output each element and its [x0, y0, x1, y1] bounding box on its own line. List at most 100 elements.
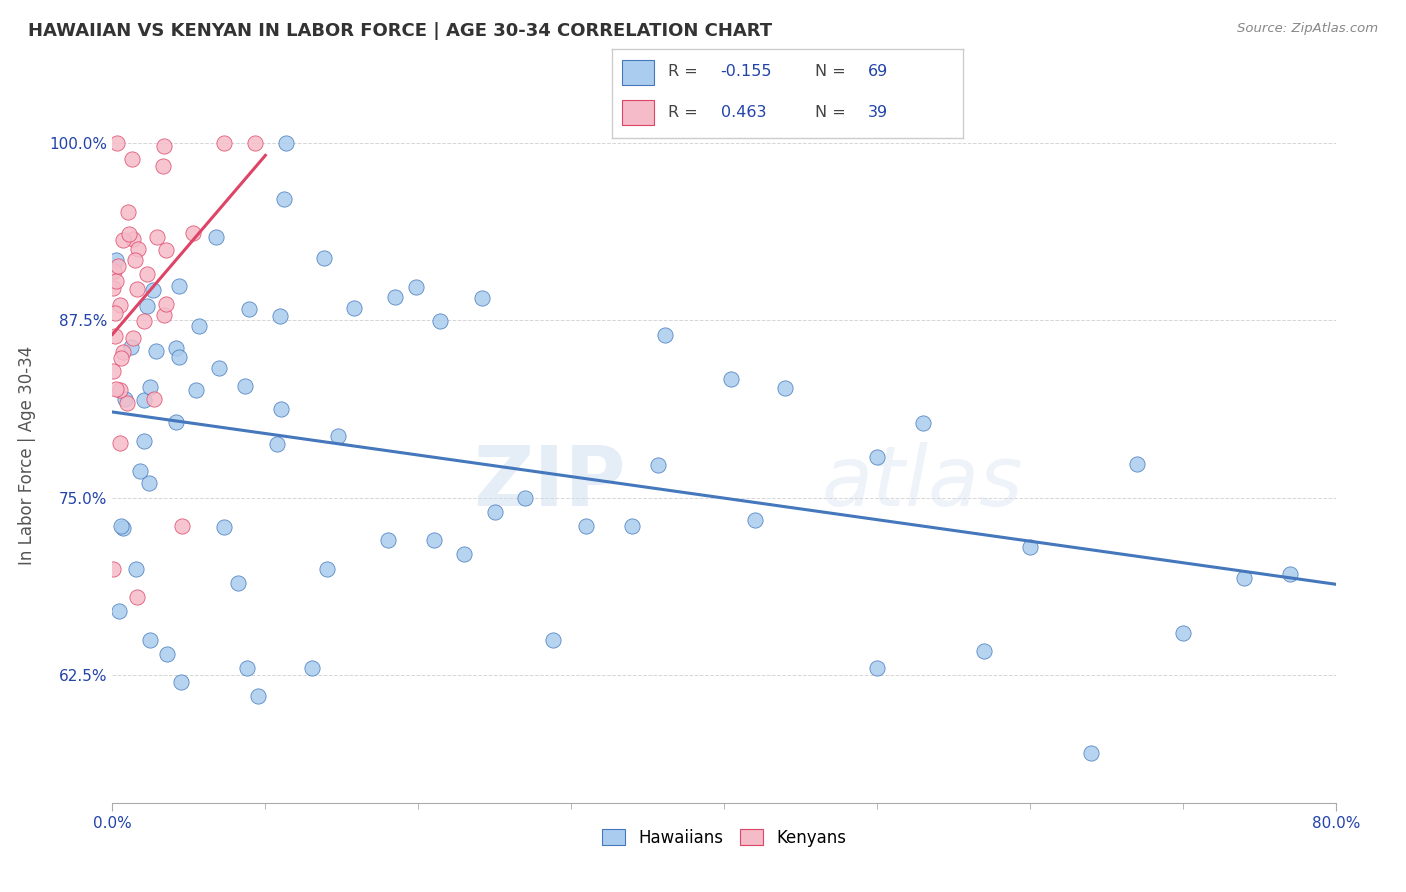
Point [187, 319, 209, 334]
Point [167, 278, 190, 293]
Point [245, 136, 267, 150]
Point [866, 450, 889, 465]
Point [155, 244, 177, 258]
Text: ZIP: ZIP [474, 442, 626, 524]
Point [269, 309, 291, 323]
Point [143, 392, 166, 407]
Point [112, 344, 135, 359]
Point [212, 136, 235, 150]
Point [1126, 458, 1149, 472]
Point [110, 351, 132, 365]
Point [120, 340, 142, 354]
Point [377, 533, 399, 548]
Point [118, 227, 141, 241]
Point [138, 380, 160, 394]
Point [911, 416, 934, 430]
Point [453, 547, 475, 561]
Point [621, 519, 644, 533]
Point [246, 690, 269, 704]
Point [121, 152, 143, 166]
Point [153, 308, 176, 322]
Point [172, 519, 194, 533]
Text: N =: N = [815, 64, 852, 79]
Point [208, 361, 231, 376]
Point [108, 604, 131, 618]
Point [236, 661, 259, 675]
Point [167, 350, 190, 364]
Point [122, 331, 145, 345]
Point [276, 136, 298, 150]
FancyBboxPatch shape [621, 100, 654, 125]
Point [127, 243, 149, 257]
Point [112, 521, 135, 535]
Point [273, 192, 295, 206]
Point [429, 314, 451, 328]
Text: 0.463: 0.463 [721, 105, 766, 120]
Point [107, 260, 129, 274]
Text: HAWAIIAN VS KENYAN IN LABOR FORCE | AGE 30-34 CORRELATION CHART: HAWAIIAN VS KENYAN IN LABOR FORCE | AGE … [28, 22, 772, 40]
Point [1233, 571, 1256, 585]
Point [238, 302, 260, 317]
Point [122, 232, 145, 246]
Point [720, 372, 742, 386]
Point [266, 436, 288, 450]
FancyBboxPatch shape [621, 60, 654, 85]
Point [165, 415, 187, 429]
Point [138, 476, 160, 491]
Point [205, 230, 228, 244]
Point [405, 280, 427, 294]
Point [470, 291, 492, 305]
Point [103, 364, 125, 378]
Point [170, 675, 193, 690]
Point [647, 458, 669, 472]
Point [101, 281, 124, 295]
Point [866, 661, 889, 675]
Point [1018, 540, 1040, 554]
Point [233, 379, 256, 393]
Point [105, 136, 128, 150]
Point [125, 561, 148, 575]
Point [129, 464, 152, 478]
Y-axis label: In Labor Force | Age 30-34: In Labor Force | Age 30-34 [18, 345, 35, 565]
Text: Source: ZipAtlas.com: Source: ZipAtlas.com [1237, 22, 1378, 36]
Point [153, 138, 176, 153]
Point [312, 251, 335, 265]
Point [156, 647, 179, 661]
Point [135, 299, 157, 313]
Point [270, 401, 292, 416]
Point [103, 264, 125, 278]
Point [108, 383, 131, 397]
Point [343, 301, 366, 315]
Text: 69: 69 [869, 64, 889, 79]
Point [117, 205, 139, 219]
Point [101, 561, 124, 575]
Point [384, 290, 406, 304]
Text: atlas: atlas [823, 442, 1024, 524]
Point [112, 233, 135, 247]
Point [515, 491, 537, 505]
Point [212, 520, 235, 534]
Point [973, 643, 995, 657]
Point [152, 159, 174, 173]
Text: 39: 39 [869, 105, 889, 120]
Text: R =: R = [668, 105, 703, 120]
Point [146, 230, 169, 244]
Point [142, 284, 165, 298]
Legend: Hawaiians, Kenyans: Hawaiians, Kenyans [595, 822, 853, 854]
Text: R =: R = [668, 64, 703, 79]
Point [124, 252, 146, 267]
Point [105, 252, 128, 267]
Point [115, 396, 138, 410]
Point [575, 519, 598, 533]
Point [226, 575, 249, 590]
Point [315, 561, 337, 575]
Point [301, 661, 323, 675]
Point [139, 632, 162, 647]
Text: -0.155: -0.155 [721, 64, 772, 79]
Point [132, 434, 155, 449]
Point [1171, 625, 1194, 640]
Point [183, 226, 205, 240]
Point [484, 505, 506, 519]
Point [328, 429, 350, 443]
Point [132, 392, 155, 407]
